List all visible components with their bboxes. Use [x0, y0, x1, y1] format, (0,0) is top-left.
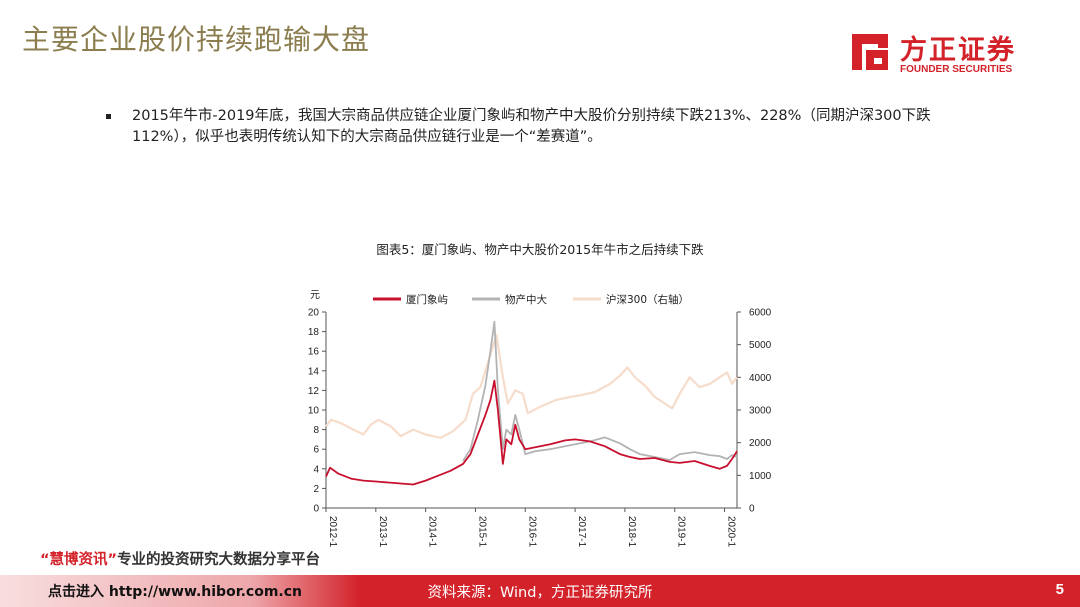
- left-tick-label: 6: [313, 445, 319, 456]
- watermark-text: 专业的投资研究大数据分享平台: [117, 552, 321, 568]
- footer-link[interactable]: 点击进入 http://www.hibor.com.cn: [48, 584, 303, 600]
- series-line-0: [325, 379, 738, 486]
- legend-label-0: 厦门象屿: [406, 293, 448, 306]
- slide-title: 主要企业股价持续跑输大盘: [22, 23, 371, 56]
- footer-source: 资料来源：Wind，方正证券研究所: [427, 585, 653, 601]
- bullet-text: 2015年牛市-2019年底，我国大宗商品供应链企业厦门象屿和物产中大股价分别持…: [132, 108, 931, 145]
- series-line-2: [325, 333, 738, 439]
- x-tick-label: 2020-1: [726, 516, 737, 548]
- x-tick-label: 2013-1: [377, 516, 388, 548]
- legend-label-2: 沪深300（右轴）: [606, 293, 689, 306]
- chart-caption: 图表5：厦门象屿、物产中大股价2015年牛市之后持续下跌: [376, 242, 704, 257]
- right-tick-label: 2000: [749, 438, 772, 449]
- footer-bar: 点击进入 http://www.hibor.com.cn 资料来源：Wind，方…: [0, 575, 1080, 607]
- right-tick-label: 3000: [749, 406, 772, 417]
- x-tick-label: 2015-1: [476, 516, 487, 548]
- logo-chinese-name: 方正证券: [900, 35, 1016, 66]
- left-tick-label: 4: [313, 464, 319, 475]
- left-tick-label: 14: [308, 366, 320, 377]
- left-tick-label: 2: [313, 484, 319, 495]
- x-tick-label: 2016-1: [526, 516, 537, 548]
- right-tick-label: 0: [749, 504, 755, 515]
- logo-english-name: FOUNDER SECURITIES: [900, 64, 1013, 75]
- x-tick-label: 2019-1: [676, 516, 687, 548]
- x-tick-label: 2012-1: [327, 516, 338, 548]
- footer-fade: [0, 575, 360, 607]
- watermark-brand: “慧博资讯”: [40, 552, 118, 568]
- x-tick-label: 2017-1: [576, 516, 587, 548]
- left-tick-label: 18: [308, 327, 320, 338]
- right-tick-label: 6000: [749, 308, 772, 319]
- left-tick-label: 20: [308, 308, 320, 319]
- series-line-1: [462, 320, 738, 462]
- right-tick-label: 1000: [749, 471, 772, 482]
- left-axis-unit-label: 元: [310, 290, 320, 301]
- x-tick-label: 2018-1: [626, 516, 637, 548]
- left-tick-label: 10: [308, 406, 320, 417]
- founder-logo: 方正证券 FOUNDER SECURITIES: [848, 28, 1038, 78]
- left-tick-label: 16: [308, 347, 320, 358]
- right-tick-label: 4000: [749, 373, 772, 384]
- legend-label-1: 物产中大: [505, 293, 547, 306]
- founder-logo-mark-icon: [852, 34, 888, 70]
- left-tick-label: 12: [308, 386, 320, 397]
- left-tick-label: 8: [313, 425, 319, 436]
- right-tick-label: 5000: [749, 340, 772, 351]
- left-tick-label: 0: [313, 504, 319, 515]
- stock-price-line-chart: 0 2 4 6 8 10 12 14 16 18 20 0 1000 2000 3000 4000 5000 60…: [308, 290, 772, 548]
- page-number: 5: [1055, 581, 1064, 598]
- watermark-slogan: “慧博资讯”专业的投资研究大数据分享平台: [40, 548, 320, 569]
- x-tick-label: 2014-1: [427, 516, 438, 548]
- bullet-square-icon: [106, 114, 111, 119]
